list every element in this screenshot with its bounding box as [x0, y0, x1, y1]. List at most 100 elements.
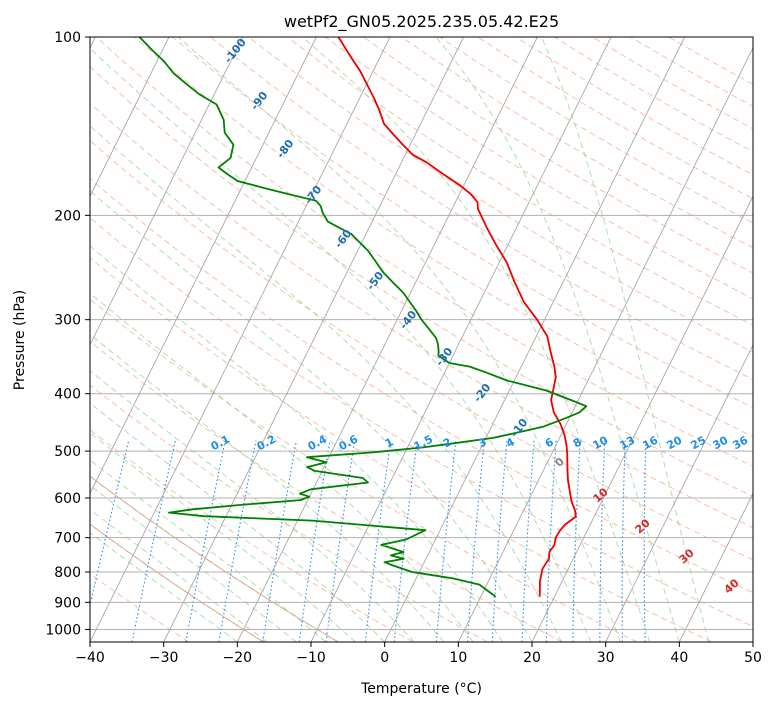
moist-adiabat-line — [90, 370, 415, 642]
isobar-grid — [90, 37, 753, 630]
isotherm-line — [90, 37, 317, 495]
moist-adiabats — [90, 37, 710, 642]
mixing-ratio-line — [572, 440, 581, 642]
dry-adiabat-label: -80 — [274, 137, 297, 161]
isotherm-line — [752, 640, 753, 642]
isotherm-line — [90, 37, 170, 198]
isotherm-grid — [90, 37, 753, 642]
isotherm-line — [384, 37, 686, 642]
x-tick-label: 30 — [597, 650, 615, 666]
mixing-ratio-line — [435, 440, 457, 642]
y-tick-label: 900 — [54, 595, 81, 611]
mixing-ratio-label: 3 — [476, 435, 489, 450]
moist-adiabat-label: 20 — [633, 516, 653, 536]
mixing-ratio-label: 0.6 — [337, 432, 361, 453]
isotherm-line — [163, 37, 465, 642]
mixing-ratio-line — [325, 440, 356, 642]
x-tick-label: 40 — [670, 650, 688, 666]
dry-adiabat-line — [90, 102, 753, 529]
mixing-ratio-label: 1.5 — [412, 433, 435, 454]
dry-adiabat-line — [90, 523, 264, 642]
x-tick-label: 20 — [523, 650, 541, 666]
moist-adiabat-line — [90, 402, 386, 642]
dry-adiabat-line — [90, 573, 190, 642]
x-tick-label: 0 — [380, 650, 389, 666]
line-labels: -100-90-80-70-60-50-40-30-20-100.1 0.2 0.4… — [209, 36, 751, 596]
dry-adiabat-line — [90, 475, 339, 642]
isotherm-line — [90, 37, 391, 642]
mixing-ratio-label: 16 — [641, 433, 661, 452]
dry-adiabat-line — [172, 37, 753, 409]
dry-adiabat-label: -90 — [248, 89, 271, 113]
dry-adiabat-line — [90, 257, 712, 642]
sounding-series — [138, 37, 588, 598]
dry-adiabat-line — [477, 37, 753, 200]
dry-adiabat-line — [90, 340, 563, 642]
x-tick-label: 50 — [744, 650, 762, 666]
moist-adiabat-line — [177, 37, 621, 642]
temperature-line — [337, 37, 577, 597]
y-tick-label: 800 — [54, 565, 81, 581]
mixing-ratio-label: 1 — [383, 435, 396, 450]
x-tick-label: 10 — [449, 650, 467, 666]
mixing-ratio-line — [491, 440, 508, 642]
dewpoint-line — [138, 37, 588, 598]
dry-adiabat-label: -20 — [471, 381, 494, 405]
dry-adiabat-line — [553, 37, 753, 153]
dry-adiabat-label: -100 — [222, 36, 249, 66]
x-tick-label: −40 — [75, 650, 105, 666]
x-tick-label: −10 — [296, 650, 326, 666]
dry-adiabat-line — [90, 384, 488, 642]
mixing-ratio-label: 30 — [711, 433, 731, 452]
dry-adiabat-line — [90, 66, 753, 498]
isotherm-line — [90, 37, 244, 346]
x-tick-label: −20 — [223, 650, 253, 666]
dry-adiabat-line — [515, 37, 753, 176]
dry-adiabat-line — [210, 37, 753, 381]
dry-adiabat-label: -60 — [332, 227, 355, 251]
isotherm-line — [236, 37, 538, 642]
moist-adiabat-line — [90, 459, 327, 642]
moist-adiabat-line — [302, 37, 651, 642]
y-tick-label: 100 — [54, 30, 81, 46]
y-tick-label: 600 — [54, 491, 81, 507]
moist-adiabat-label: 0 — [552, 455, 567, 470]
dry-adiabat-label: -70 — [302, 183, 325, 207]
chart-title: wetPf2_GN05.2025.235.05.42.E25 — [284, 12, 559, 32]
mixing-ratio-label: 36 — [731, 433, 751, 452]
mixing-ratio-line — [131, 440, 176, 642]
dry-adiabat-line — [286, 37, 753, 326]
y-axis-ticks: 100 200 300 400 500 600 700 800 900 1000 — [45, 30, 90, 638]
isotherm-line — [605, 343, 753, 642]
moist-adiabat-line — [90, 484, 297, 642]
y-tick-label: 500 — [54, 444, 81, 460]
y-tick-label: 400 — [54, 387, 81, 403]
dry-adiabat-line — [90, 429, 414, 642]
mixing-ratio-label: 13 — [618, 434, 638, 453]
dry-adiabat-line — [90, 298, 638, 642]
moist-adiabat-line — [90, 125, 562, 642]
moist-adiabat-line — [90, 47, 592, 642]
moist-adiabat-line — [541, 37, 710, 642]
mixing-ratio-line — [364, 440, 392, 642]
mixing-ratio-label: 0.1 — [209, 433, 232, 454]
dry-adiabat-line — [95, 37, 753, 467]
y-tick-label: 1000 — [45, 622, 81, 638]
moist-adiabat-label: 30 — [677, 546, 697, 566]
dry-adiabat-line — [90, 475, 339, 642]
mixing-ratio-line — [599, 440, 606, 642]
dry-adiabat-line — [134, 37, 753, 438]
mixing-ratio-lines — [90, 440, 647, 642]
moist-adiabat-line — [90, 532, 238, 642]
mixing-ratio-label: 0.4 — [306, 432, 330, 453]
isotherm-line — [310, 37, 612, 642]
dry-adiabat-line — [324, 37, 753, 300]
y-tick-label: 300 — [54, 313, 81, 329]
mixing-ratio-line — [521, 440, 535, 642]
mixing-ratio-label: 10 — [591, 433, 611, 452]
mixing-ratio-line — [262, 440, 297, 642]
mixing-ratio-label: 0.2 — [255, 433, 278, 454]
isotherm-line — [678, 492, 753, 642]
plot-frame — [89, 36, 754, 643]
y-tick-label: 200 — [54, 208, 81, 224]
